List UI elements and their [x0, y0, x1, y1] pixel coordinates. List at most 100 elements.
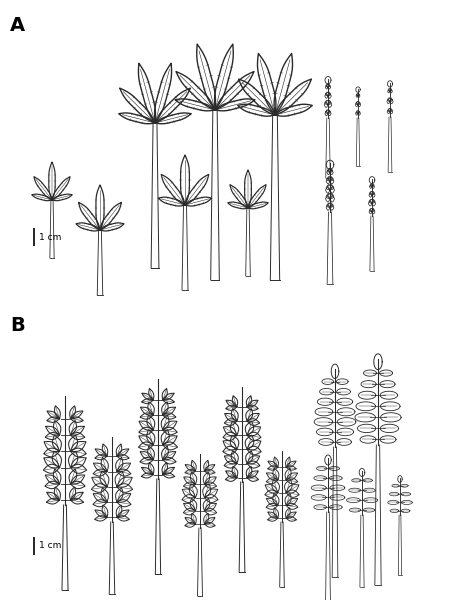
- Polygon shape: [286, 517, 297, 521]
- Polygon shape: [163, 467, 174, 475]
- Polygon shape: [326, 193, 332, 199]
- Polygon shape: [204, 494, 218, 502]
- Polygon shape: [372, 210, 375, 214]
- Polygon shape: [390, 493, 399, 496]
- Polygon shape: [356, 112, 358, 115]
- Polygon shape: [361, 380, 376, 388]
- Polygon shape: [247, 471, 258, 478]
- Polygon shape: [141, 473, 153, 478]
- Polygon shape: [96, 185, 104, 230]
- Polygon shape: [163, 452, 176, 460]
- Polygon shape: [319, 388, 333, 395]
- Polygon shape: [163, 442, 177, 450]
- Polygon shape: [95, 449, 107, 456]
- Polygon shape: [142, 393, 153, 400]
- Polygon shape: [364, 488, 375, 493]
- Polygon shape: [163, 393, 174, 400]
- Polygon shape: [284, 479, 292, 493]
- Polygon shape: [162, 402, 168, 415]
- Polygon shape: [163, 399, 174, 403]
- Polygon shape: [92, 477, 107, 487]
- Polygon shape: [327, 110, 330, 113]
- Polygon shape: [69, 436, 78, 451]
- Polygon shape: [363, 479, 372, 482]
- Polygon shape: [337, 439, 351, 445]
- Polygon shape: [330, 179, 334, 184]
- Polygon shape: [326, 185, 332, 190]
- Polygon shape: [266, 478, 278, 484]
- Polygon shape: [358, 391, 376, 399]
- Polygon shape: [71, 448, 86, 457]
- Polygon shape: [364, 508, 374, 512]
- Polygon shape: [102, 505, 108, 517]
- Polygon shape: [372, 201, 375, 206]
- Polygon shape: [163, 421, 177, 430]
- Polygon shape: [102, 444, 108, 456]
- Polygon shape: [52, 194, 72, 200]
- Polygon shape: [266, 499, 278, 506]
- Polygon shape: [401, 509, 410, 512]
- Polygon shape: [330, 170, 333, 175]
- Polygon shape: [163, 427, 177, 435]
- Polygon shape: [232, 466, 238, 478]
- Polygon shape: [272, 479, 279, 493]
- Polygon shape: [140, 458, 153, 464]
- Text: 1 cm: 1 cm: [39, 232, 61, 241]
- Polygon shape: [230, 436, 239, 449]
- Polygon shape: [266, 473, 278, 480]
- Polygon shape: [32, 194, 52, 200]
- Polygon shape: [91, 484, 107, 493]
- Polygon shape: [138, 63, 155, 123]
- Polygon shape: [71, 433, 85, 440]
- Polygon shape: [325, 85, 328, 89]
- Polygon shape: [223, 432, 237, 440]
- Polygon shape: [337, 379, 348, 385]
- Polygon shape: [356, 94, 359, 96]
- Polygon shape: [360, 436, 376, 443]
- Polygon shape: [328, 169, 332, 172]
- Polygon shape: [369, 191, 374, 195]
- Polygon shape: [257, 53, 276, 115]
- Polygon shape: [326, 187, 330, 193]
- Polygon shape: [330, 196, 335, 202]
- Polygon shape: [47, 411, 60, 419]
- Polygon shape: [356, 110, 359, 113]
- Polygon shape: [44, 448, 60, 457]
- Polygon shape: [390, 110, 393, 114]
- Polygon shape: [330, 495, 345, 500]
- Polygon shape: [246, 396, 252, 407]
- Polygon shape: [326, 196, 330, 202]
- Polygon shape: [155, 63, 172, 123]
- Polygon shape: [116, 505, 122, 517]
- Polygon shape: [380, 370, 392, 376]
- Polygon shape: [246, 451, 253, 464]
- Polygon shape: [268, 512, 278, 518]
- Polygon shape: [389, 88, 392, 91]
- Polygon shape: [273, 468, 279, 480]
- Polygon shape: [286, 512, 296, 518]
- Polygon shape: [355, 413, 375, 422]
- Polygon shape: [185, 523, 195, 527]
- Polygon shape: [401, 500, 412, 505]
- Polygon shape: [34, 177, 52, 200]
- Polygon shape: [326, 179, 330, 184]
- Polygon shape: [390, 509, 399, 512]
- Polygon shape: [139, 421, 153, 430]
- Polygon shape: [53, 469, 61, 484]
- Polygon shape: [286, 461, 296, 467]
- Polygon shape: [318, 398, 333, 406]
- Polygon shape: [215, 71, 254, 110]
- Polygon shape: [329, 505, 342, 509]
- Polygon shape: [337, 398, 353, 406]
- Polygon shape: [191, 460, 196, 471]
- Polygon shape: [314, 505, 327, 509]
- Polygon shape: [189, 484, 197, 497]
- Polygon shape: [285, 494, 291, 505]
- Polygon shape: [224, 461, 237, 468]
- Polygon shape: [223, 440, 237, 450]
- Polygon shape: [71, 475, 85, 484]
- Polygon shape: [326, 100, 331, 105]
- Polygon shape: [69, 451, 78, 467]
- Polygon shape: [45, 475, 60, 484]
- Polygon shape: [247, 405, 258, 410]
